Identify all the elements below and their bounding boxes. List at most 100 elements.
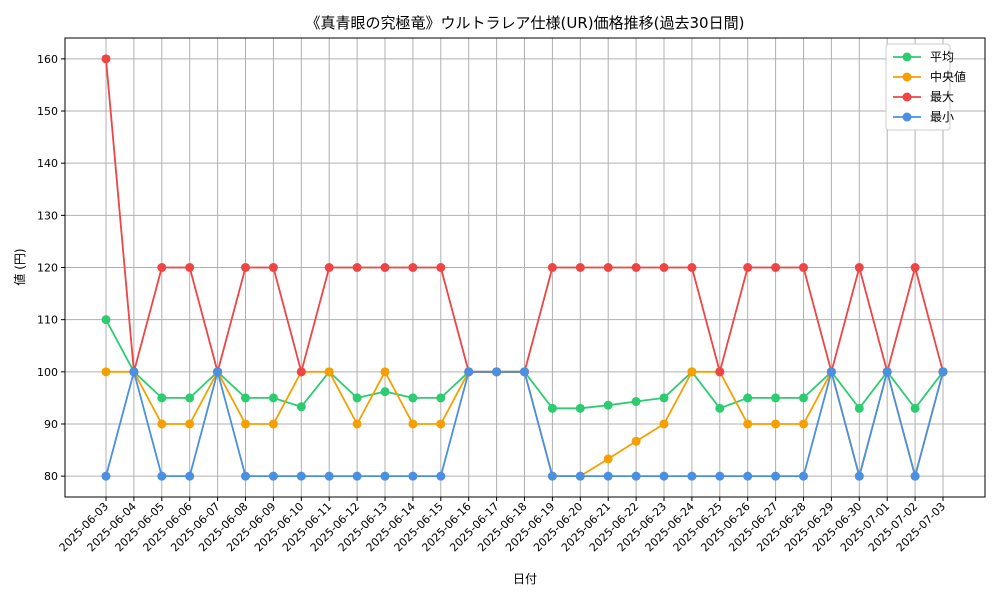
data-point (380, 367, 390, 377)
data-point (771, 419, 781, 429)
data-point (101, 54, 111, 64)
data-point (185, 393, 195, 403)
data-point (296, 471, 306, 481)
y-tick-label: 120 (37, 262, 58, 275)
data-point (743, 419, 753, 429)
data-point (241, 471, 250, 481)
data-point (296, 367, 306, 377)
data-point (268, 263, 278, 272)
data-point (185, 419, 195, 429)
data-point (436, 393, 446, 403)
data-point (631, 471, 641, 481)
data-point (157, 263, 167, 272)
x-axis-label: 日付 (513, 572, 537, 586)
data-point (241, 419, 250, 429)
data-point (575, 263, 585, 272)
data-point (380, 387, 390, 397)
series-最小 (101, 367, 948, 481)
data-point (799, 471, 808, 481)
data-point (575, 471, 585, 481)
y-tick-label: 130 (37, 209, 58, 222)
data-point (882, 367, 892, 377)
data-point (464, 367, 474, 377)
legend-marker (902, 52, 912, 62)
data-point (352, 471, 362, 481)
data-point (268, 393, 278, 403)
data-point (157, 471, 167, 481)
data-point (492, 367, 502, 377)
data-point (157, 393, 167, 403)
data-point (631, 436, 641, 446)
legend-label: 最大 (930, 90, 954, 104)
data-point (324, 367, 334, 377)
data-point (687, 471, 697, 481)
legend-label: 中央値 (930, 69, 966, 84)
data-point (101, 367, 111, 377)
data-point (743, 471, 753, 481)
data-point (241, 263, 250, 272)
data-point (101, 471, 111, 481)
legend-label: 平均 (930, 50, 954, 64)
legend-marker (902, 72, 912, 82)
data-point (631, 263, 641, 272)
data-point (380, 471, 390, 481)
data-point (659, 263, 669, 272)
chart-title: 《真青眼の究極竜》ウルトラレア仕様(UR)価格推移(過去30日間) (306, 14, 745, 32)
data-point (185, 263, 195, 272)
legend-marker (902, 112, 912, 122)
data-point (268, 419, 278, 429)
legend-label: 最小 (930, 110, 954, 124)
data-point (715, 403, 725, 413)
data-point (910, 263, 920, 272)
legend-marker (902, 92, 912, 102)
data-point (687, 367, 697, 377)
y-tick-label: 150 (37, 105, 58, 118)
data-point (854, 471, 864, 481)
data-point (520, 367, 529, 377)
data-point (631, 397, 641, 407)
data-point (659, 393, 669, 403)
data-point (575, 403, 585, 413)
data-point (408, 471, 418, 481)
data-point (659, 419, 669, 429)
y-tick-label: 160 (37, 53, 58, 66)
data-point (603, 400, 613, 410)
data-point (129, 367, 139, 377)
data-point (101, 315, 111, 325)
data-point (743, 393, 753, 403)
data-point (268, 471, 278, 481)
data-point (408, 263, 418, 272)
y-tick-label: 140 (37, 157, 58, 170)
data-point (799, 263, 808, 272)
data-point (380, 263, 390, 272)
series-group (101, 54, 948, 481)
data-point (854, 403, 864, 413)
data-point (436, 419, 446, 429)
y-axis-label: 値 (円) (12, 248, 27, 285)
data-point (799, 419, 808, 429)
data-point (547, 263, 557, 272)
data-point (743, 263, 753, 272)
data-point (185, 471, 195, 481)
data-point (352, 419, 362, 429)
y-tick-label: 100 (37, 366, 58, 379)
data-point (241, 393, 250, 403)
data-point (296, 402, 306, 412)
data-point (715, 471, 725, 481)
y-tick-label: 80 (44, 470, 58, 483)
data-point (826, 367, 836, 377)
data-point (715, 367, 725, 377)
data-point (771, 471, 781, 481)
data-point (603, 454, 613, 464)
data-point (352, 393, 362, 403)
data-point (910, 403, 920, 413)
data-point (547, 471, 557, 481)
data-point (910, 471, 920, 481)
y-tick-label: 90 (44, 418, 58, 431)
data-point (854, 263, 864, 272)
data-point (547, 403, 557, 413)
data-point (408, 393, 418, 403)
